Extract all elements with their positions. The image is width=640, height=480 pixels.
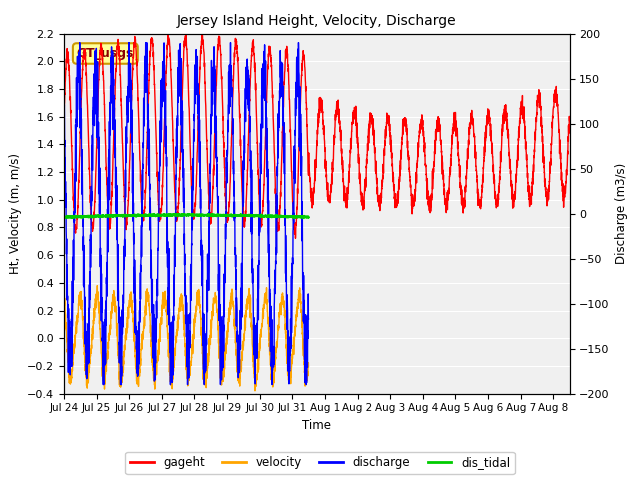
Text: GT_usgs: GT_usgs (77, 47, 134, 60)
Y-axis label: Ht, Velocity (m, m/s): Ht, Velocity (m, m/s) (8, 153, 22, 274)
Legend: gageht, velocity, discharge, dis_tidal: gageht, velocity, discharge, dis_tidal (125, 452, 515, 474)
Title: Jersey Island Height, Velocity, Discharge: Jersey Island Height, Velocity, Discharg… (177, 14, 456, 28)
Y-axis label: Discharge (m3/s): Discharge (m3/s) (616, 163, 628, 264)
X-axis label: Time: Time (302, 419, 332, 432)
